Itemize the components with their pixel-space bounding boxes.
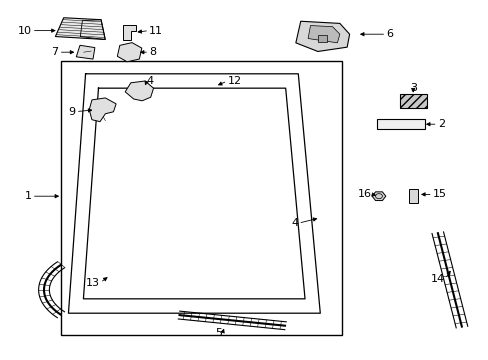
Text: 5: 5 [215,328,222,338]
Text: 8: 8 [149,47,156,57]
Bar [399,94,426,108]
Polygon shape [125,81,153,101]
Text: 7: 7 [51,47,59,57]
Polygon shape [122,25,136,40]
Polygon shape [371,192,385,201]
Text: 2: 2 [437,119,444,129]
Bar [376,119,425,129]
Text: 16: 16 [357,189,371,199]
Text: 14: 14 [430,274,444,284]
Text: 3: 3 [409,83,416,93]
Text: 1: 1 [25,191,32,201]
Text: 6: 6 [386,29,392,39]
Polygon shape [76,45,95,59]
Text: 11: 11 [149,26,163,36]
Bar [408,189,417,203]
Text: 15: 15 [432,189,446,199]
Polygon shape [89,98,116,122]
Polygon shape [55,18,105,40]
Text: 10: 10 [18,26,32,36]
Bar [61,61,342,335]
Polygon shape [295,21,349,51]
Polygon shape [307,26,339,43]
Text: 9: 9 [68,107,76,117]
Polygon shape [117,42,142,62]
Text: 4: 4 [290,218,298,228]
Bar [317,35,326,42]
Text: 4: 4 [146,76,154,86]
Text: 13: 13 [86,278,100,288]
Text: 12: 12 [227,76,241,86]
